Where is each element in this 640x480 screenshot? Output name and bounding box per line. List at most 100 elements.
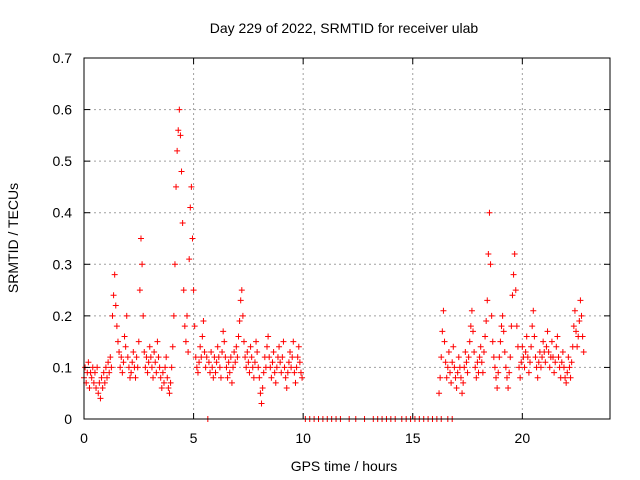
data-point	[573, 328, 580, 335]
data-point	[489, 338, 496, 345]
data-point	[269, 359, 276, 366]
data-point	[488, 312, 495, 319]
data-point	[139, 261, 146, 268]
data-point	[222, 354, 229, 361]
data-point	[145, 359, 152, 366]
data-point	[497, 338, 504, 345]
data-point	[276, 343, 283, 350]
data-point	[440, 307, 447, 314]
y-tick-label: 0.4	[53, 205, 73, 221]
data-point	[173, 183, 180, 190]
data-point	[174, 147, 181, 154]
data-point	[510, 271, 517, 278]
data-point	[189, 235, 196, 242]
data-point	[445, 348, 452, 355]
data-point	[283, 385, 290, 392]
data-point	[567, 374, 574, 381]
data-point	[568, 359, 575, 366]
y-tick-label: 0.6	[53, 102, 73, 118]
data-point	[184, 312, 191, 319]
data-point	[209, 364, 216, 371]
data-point	[436, 390, 443, 397]
data-point	[85, 359, 92, 366]
data-point	[168, 364, 175, 371]
data-point	[570, 323, 577, 330]
data-point	[507, 354, 514, 361]
y-tick-label: 0.5	[53, 153, 73, 169]
x-tick-label: 5	[190, 430, 198, 446]
data-point	[449, 359, 456, 366]
data-point	[198, 354, 205, 361]
data-point	[128, 369, 135, 376]
data-point	[532, 354, 539, 361]
data-point	[282, 374, 289, 381]
data-point	[159, 369, 166, 376]
data-point	[219, 348, 226, 355]
data-point	[466, 338, 473, 345]
data-point	[439, 328, 446, 335]
data-point	[479, 369, 486, 376]
data-point	[210, 374, 217, 381]
data-point	[452, 374, 459, 381]
data-point	[203, 354, 210, 361]
data-point	[112, 302, 119, 309]
data-point	[106, 369, 113, 376]
data-point	[543, 343, 550, 350]
data-point	[493, 374, 500, 381]
data-point	[522, 348, 529, 355]
data-point	[130, 348, 137, 355]
data-point	[546, 364, 553, 371]
data-point	[265, 333, 272, 340]
data-point	[279, 354, 286, 361]
x-tick-label: 10	[295, 430, 311, 446]
data-point	[444, 364, 451, 371]
data-point	[150, 374, 157, 381]
y-tick-label: 0.1	[53, 359, 73, 375]
data-point	[101, 379, 108, 386]
data-point	[154, 338, 161, 345]
data-point	[525, 369, 532, 376]
data-point	[113, 323, 120, 330]
data-point	[482, 333, 489, 340]
data-point	[97, 395, 104, 402]
data-point	[127, 374, 134, 381]
data-point	[236, 318, 243, 325]
data-point	[202, 364, 209, 371]
data-point	[495, 369, 502, 376]
data-point	[214, 343, 221, 350]
data-point	[177, 132, 184, 139]
data-point	[216, 364, 223, 371]
data-point	[524, 354, 531, 361]
data-point	[147, 354, 154, 361]
data-point	[293, 364, 300, 371]
data-point	[136, 287, 143, 294]
data-point	[91, 369, 98, 376]
data-point	[125, 364, 132, 371]
x-axis-label: GPS time / hours	[291, 458, 398, 474]
data-point	[490, 354, 497, 361]
data-point	[99, 385, 106, 392]
data-point	[540, 338, 547, 345]
data-point	[162, 364, 169, 371]
data-point	[560, 364, 567, 371]
data-point	[530, 307, 537, 314]
data-point	[278, 369, 285, 376]
data-point	[463, 359, 470, 366]
data-point	[215, 354, 222, 361]
data-point	[178, 168, 185, 175]
data-point	[508, 323, 515, 330]
data-point	[271, 369, 278, 376]
data-point	[200, 318, 207, 325]
data-point	[180, 287, 187, 294]
data-point	[462, 348, 469, 355]
data-point	[484, 297, 491, 304]
data-point	[465, 354, 472, 361]
data-point	[471, 348, 478, 355]
data-point	[108, 364, 115, 371]
data-point	[194, 369, 201, 376]
x-tick-label: 0	[80, 430, 88, 446]
data-point	[454, 369, 461, 376]
data-point	[523, 333, 530, 340]
data-point	[153, 369, 160, 376]
data-point	[467, 323, 474, 330]
